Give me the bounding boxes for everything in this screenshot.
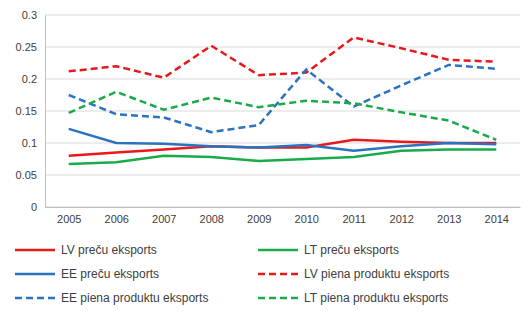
grid-line bbox=[45, 207, 520, 208]
legend-item: EE preču eksports bbox=[15, 267, 159, 281]
legend-item: LV piena produktu eksports bbox=[258, 267, 449, 281]
y-tick-label: 0 bbox=[31, 201, 37, 213]
x-tick-label: 2014 bbox=[485, 213, 509, 225]
y-tick: 0.1 bbox=[22, 137, 45, 149]
legend-label: LT piena produktu eksports bbox=[304, 291, 448, 305]
legend-key bbox=[15, 297, 55, 300]
legend-label: LT preču eksports bbox=[304, 243, 399, 257]
x-tick: 2007 bbox=[152, 207, 176, 225]
legend-label: LV preču eksports bbox=[61, 243, 157, 257]
series-line bbox=[69, 129, 497, 151]
chart: 00.050.10.150.20.250.3200520062007200820… bbox=[0, 0, 528, 319]
legend-item: EE piena produktu eksports bbox=[15, 291, 208, 305]
legend-item: LT piena produktu eksports bbox=[258, 291, 448, 305]
plot: 00.050.10.150.20.250.3200520062007200820… bbox=[16, 9, 521, 225]
x-tick-label: 2013 bbox=[437, 213, 461, 225]
y-tick: 0.3 bbox=[22, 9, 45, 21]
x-tick-label: 2006 bbox=[105, 213, 129, 225]
x-tick: 2012 bbox=[390, 207, 414, 225]
x-tick: 2009 bbox=[247, 207, 271, 225]
y-tick-label: 0.05 bbox=[16, 169, 37, 181]
y-tick: 0.15 bbox=[16, 105, 45, 117]
x-tick-label: 2009 bbox=[247, 213, 271, 225]
x-tick: 2014 bbox=[485, 207, 509, 225]
x-tick-label: 2005 bbox=[57, 213, 81, 225]
y-tick-label: 0.2 bbox=[22, 73, 37, 85]
x-tick-label: 2007 bbox=[152, 213, 176, 225]
x-tick-label: 2011 bbox=[342, 213, 366, 225]
legend-key bbox=[258, 273, 298, 276]
legend-key bbox=[258, 297, 298, 300]
grid-line bbox=[45, 47, 520, 48]
x-axis-line bbox=[46, 207, 521, 208]
series-line bbox=[69, 92, 497, 140]
legend-key bbox=[15, 273, 55, 276]
grid-line bbox=[45, 111, 520, 112]
series-line bbox=[69, 37, 497, 77]
lines bbox=[69, 37, 497, 164]
x-tick-label: 2008 bbox=[200, 213, 224, 225]
grid-line bbox=[45, 175, 520, 176]
legend-label: EE preču eksports bbox=[61, 267, 159, 281]
legend-key bbox=[15, 249, 55, 252]
x-tick: 2008 bbox=[200, 207, 224, 225]
y-tick: 0.05 bbox=[16, 169, 45, 181]
y-tick: 0.2 bbox=[22, 73, 45, 85]
x-tick: 2010 bbox=[295, 207, 319, 225]
x-tick: 2011 bbox=[342, 207, 366, 225]
y-tick-label: 0.3 bbox=[22, 9, 37, 21]
legend-item: LV preču eksports bbox=[15, 243, 157, 257]
x-tick: 2005 bbox=[57, 207, 81, 225]
y-axis: 0 0.05 0.1 0.15 0.2 0.25 0.3 bbox=[16, 9, 46, 213]
legend-item: LT preču eksports bbox=[258, 243, 399, 257]
legend: LV preču eksports LT preču eksports EE pre… bbox=[15, 243, 449, 305]
legend-label: LV piena produktu eksports bbox=[304, 267, 449, 281]
y-axis-line bbox=[45, 16, 46, 208]
y-tick-label: 0.25 bbox=[16, 41, 37, 53]
y-tick-label: 0.15 bbox=[16, 105, 37, 117]
y-tick: 0.25 bbox=[16, 41, 45, 53]
series-line bbox=[69, 149, 497, 164]
grid-line bbox=[45, 15, 520, 16]
y-tick-label: 0.1 bbox=[22, 137, 37, 149]
y-tick: 0 bbox=[31, 201, 45, 213]
grid bbox=[45, 15, 520, 207]
grid-line bbox=[45, 79, 520, 80]
x-tick: 2006 bbox=[105, 207, 129, 225]
legend-label: EE piena produktu eksports bbox=[61, 291, 208, 305]
x-axis: 2005 2006 2007 2008 2009 2010 2011 2012 2013 2014 bbox=[46, 207, 521, 225]
x-tick-label: 2010 bbox=[295, 213, 319, 225]
x-tick-label: 2012 bbox=[390, 213, 414, 225]
x-tick: 2013 bbox=[437, 207, 461, 225]
legend-key bbox=[258, 249, 298, 252]
